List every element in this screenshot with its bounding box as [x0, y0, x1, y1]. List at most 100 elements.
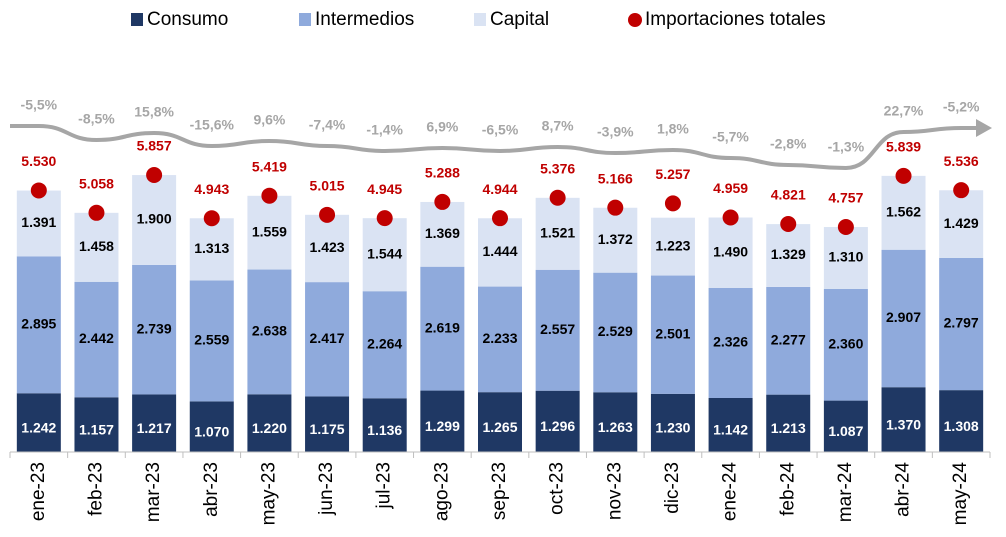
value-label: 1.369 — [425, 225, 460, 241]
total-marker — [607, 199, 624, 216]
x-tick-label: mar-24 — [835, 462, 856, 523]
total-label: 5.058 — [79, 175, 114, 191]
pct-label: -6,5% — [482, 122, 519, 138]
pct-label: -5,7% — [712, 129, 749, 145]
x-tick-label: abr-23 — [201, 462, 222, 517]
pct-label: 1,8% — [657, 121, 689, 137]
pct-label: -5,2% — [943, 99, 980, 115]
bar-segment — [362, 291, 407, 399]
total-marker — [780, 215, 797, 232]
bar-segment — [420, 266, 465, 391]
value-label: 1.313 — [194, 240, 229, 256]
x-tick-label: oct-23 — [547, 462, 568, 515]
bar-segment — [650, 275, 695, 394]
pct-label: -7,4% — [309, 117, 346, 133]
value-label: 1.329 — [771, 246, 806, 262]
bar-segment — [708, 397, 753, 452]
value-label: 1.310 — [828, 249, 863, 265]
x-tick-label: mar-23 — [143, 462, 164, 522]
value-label: 1.223 — [655, 237, 690, 253]
bar-segment — [593, 272, 638, 393]
value-label: 1.308 — [944, 418, 979, 434]
total-label: 4.757 — [828, 190, 863, 206]
x-tick-label: feb-23 — [85, 462, 106, 516]
total-label: 5.857 — [137, 138, 172, 154]
trend-line — [10, 124, 978, 171]
value-label: 1.217 — [137, 420, 172, 436]
total-label: 5.257 — [655, 166, 690, 182]
value-label: 1.136 — [367, 422, 402, 438]
bar-segment — [766, 394, 811, 452]
bar-segment — [305, 282, 350, 397]
bar-segment — [478, 218, 522, 287]
legend-label: Capital — [490, 9, 549, 30]
value-label: 1.370 — [886, 416, 921, 432]
value-label: 1.157 — [79, 421, 114, 437]
pct-label: 22,7% — [884, 103, 924, 119]
x-tick-label: jun-23 — [316, 462, 337, 516]
total-marker — [30, 182, 47, 199]
value-label: 1.391 — [21, 214, 56, 230]
bar-segment — [189, 218, 234, 281]
bar-segment — [74, 397, 119, 452]
x-tick-label: feb-24 — [777, 462, 798, 516]
legend-marker — [628, 13, 642, 27]
value-label: 2.638 — [252, 323, 287, 339]
bar-segment — [132, 394, 177, 452]
total-marker — [664, 195, 681, 212]
total-marker — [549, 189, 566, 206]
bar-segment — [420, 201, 465, 267]
value-label: 1.242 — [21, 419, 56, 435]
bar-segment — [535, 197, 580, 270]
total-label: 5.419 — [252, 158, 287, 174]
value-label: 1.213 — [771, 420, 806, 436]
value-label: 2.501 — [655, 325, 690, 341]
value-label: 1.559 — [252, 223, 287, 239]
total-marker — [146, 167, 163, 183]
x-tick-label: may-24 — [950, 462, 971, 526]
value-label: 1.444 — [482, 243, 517, 259]
pct-label: -1,4% — [366, 122, 403, 138]
x-tick-label: sep-23 — [489, 462, 510, 520]
value-label: 1.423 — [310, 239, 345, 255]
bar-segment — [881, 175, 926, 250]
x-tick-label: ago-23 — [431, 462, 452, 521]
total-label: 5.536 — [944, 153, 979, 169]
bar-segment — [362, 398, 407, 452]
value-label: 1.142 — [713, 422, 748, 438]
total-marker — [895, 167, 912, 184]
bar-segment — [650, 217, 695, 276]
value-label: 1.070 — [194, 423, 229, 439]
bar-segment — [132, 264, 177, 395]
total-marker — [722, 209, 739, 226]
value-label: 1.562 — [886, 203, 921, 219]
pct-label: -8,5% — [78, 111, 115, 127]
total-label: 5.376 — [540, 160, 575, 176]
total-label: 4.944 — [482, 181, 517, 197]
x-tick-label: dic-23 — [662, 462, 683, 514]
value-label: 2.797 — [944, 315, 979, 331]
bar-segment — [823, 400, 868, 452]
bar-segment — [305, 396, 350, 452]
value-label: 1.521 — [540, 225, 575, 241]
total-label: 5.166 — [598, 170, 633, 186]
pct-label: 8,7% — [542, 118, 574, 134]
bar-segment — [247, 269, 292, 395]
bar-segment — [478, 392, 522, 452]
bar-segment — [16, 190, 61, 257]
value-label: 1.458 — [79, 238, 114, 254]
value-label: 2.442 — [79, 330, 114, 346]
bar-segment — [593, 392, 638, 452]
value-label: 2.739 — [137, 320, 172, 336]
x-tick-label: jul-23 — [374, 462, 395, 509]
value-label: 1.544 — [367, 245, 402, 261]
legend-swatch — [131, 13, 143, 26]
value-label: 2.277 — [771, 331, 806, 347]
bar-segment — [305, 214, 350, 283]
total-label: 5.530 — [21, 153, 56, 169]
pct-label: -1,3% — [828, 139, 865, 155]
value-label: 1.220 — [252, 420, 287, 436]
bar-segment — [247, 394, 292, 452]
x-tick-label: ene-24 — [720, 462, 741, 522]
